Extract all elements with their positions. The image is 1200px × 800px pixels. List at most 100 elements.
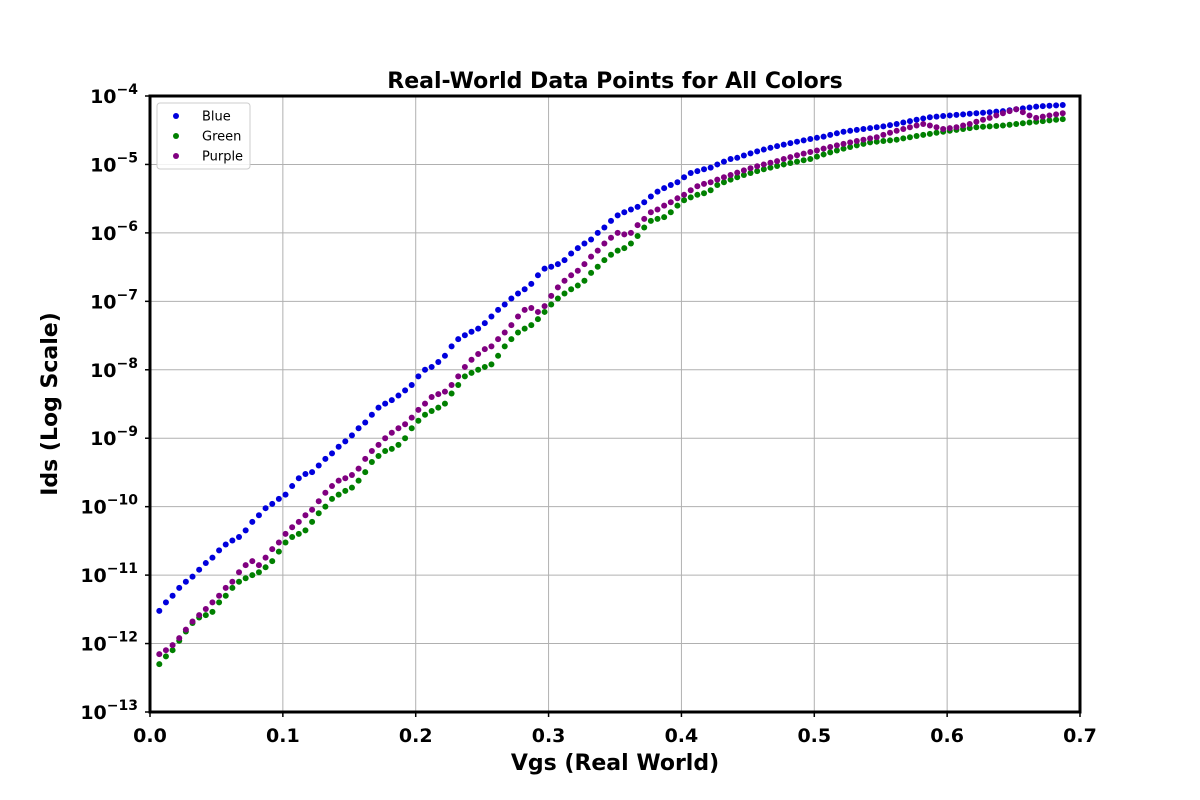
- data-point-purple: [1053, 111, 1060, 118]
- data-point-green: [913, 133, 920, 140]
- legend-label-blue: Blue: [202, 110, 231, 125]
- data-point-green: [262, 564, 269, 571]
- data-point-purple: [196, 612, 203, 619]
- data-point-blue: [574, 245, 581, 252]
- data-point-green: [647, 217, 654, 224]
- data-point-green: [734, 174, 741, 181]
- data-point-purple: [1039, 113, 1046, 120]
- data-point-purple: [714, 176, 721, 183]
- data-point-purple: [335, 477, 342, 484]
- data-point-blue: [342, 438, 349, 445]
- data-point-purple: [621, 231, 628, 238]
- data-point-blue: [461, 332, 468, 339]
- data-point-blue: [813, 134, 820, 141]
- data-point-purple: [534, 308, 541, 315]
- data-point-purple: [548, 292, 555, 299]
- data-point-blue: [402, 387, 409, 394]
- y-tick-label: 10−11: [80, 561, 138, 587]
- x-tick-label: 0.3: [532, 725, 566, 747]
- data-point-blue: [196, 566, 203, 573]
- data-point-green: [900, 135, 907, 142]
- data-point-blue: [960, 111, 967, 118]
- data-point-purple: [309, 506, 316, 513]
- data-point-green: [754, 168, 761, 175]
- data-point-green: [581, 277, 588, 284]
- data-point-blue: [627, 206, 634, 213]
- data-point-blue: [182, 578, 189, 585]
- data-point-green: [1026, 119, 1033, 126]
- data-point-purple: [355, 465, 362, 472]
- data-point-blue: [255, 512, 262, 519]
- data-point-blue: [262, 505, 269, 512]
- data-point-green: [787, 159, 794, 166]
- data-point-blue: [900, 119, 907, 126]
- data-point-blue: [534, 272, 541, 279]
- data-point-purple: [488, 343, 495, 350]
- data-point-blue: [216, 547, 223, 554]
- x-tick-label: 0.0: [133, 725, 167, 747]
- data-point-purple: [647, 209, 654, 216]
- data-point-purple: [833, 142, 840, 149]
- data-point-purple: [461, 363, 468, 370]
- data-point-blue: [548, 263, 555, 270]
- data-point-green: [568, 286, 575, 293]
- data-point-purple: [375, 441, 382, 448]
- y-tick-label: 10−4: [90, 82, 138, 108]
- data-point-purple: [674, 195, 681, 202]
- data-point-green: [528, 322, 535, 329]
- data-point-blue: [634, 203, 641, 210]
- data-point-purple: [342, 475, 349, 482]
- data-point-blue: [388, 397, 395, 404]
- data-point-purple: [568, 272, 575, 279]
- data-point-blue: [734, 154, 741, 161]
- data-point-green: [488, 361, 495, 368]
- data-point-green: [588, 269, 595, 276]
- data-point-green: [800, 157, 807, 164]
- data-point-blue: [681, 174, 688, 181]
- legend-label-green: Green: [202, 130, 241, 145]
- data-point-purple: [574, 267, 581, 274]
- data-point-purple: [435, 391, 442, 398]
- data-point-green: [820, 151, 827, 158]
- data-point-green: [807, 156, 814, 163]
- data-point-blue: [740, 152, 747, 159]
- data-point-green: [840, 145, 847, 152]
- data-point-purple: [847, 139, 854, 146]
- data-point-green: [794, 158, 801, 165]
- data-point-green: [508, 336, 515, 343]
- data-point-purple: [236, 569, 243, 576]
- data-point-blue: [588, 236, 595, 243]
- data-point-blue: [289, 483, 296, 490]
- data-point-blue: [1039, 103, 1046, 110]
- y-tick-label: 10−7: [90, 287, 138, 313]
- data-point-green: [428, 407, 435, 414]
- data-point-green: [375, 452, 382, 459]
- data-point-green: [309, 518, 316, 525]
- data-point-green: [395, 441, 402, 448]
- data-point-green: [269, 558, 276, 565]
- data-point-blue: [687, 170, 694, 176]
- data-point-purple: [654, 206, 661, 213]
- data-point-green: [541, 308, 548, 315]
- data-point-green: [701, 190, 708, 197]
- data-point-purple: [408, 414, 415, 421]
- data-point-purple: [554, 284, 561, 291]
- data-point-purple: [275, 539, 282, 546]
- data-point-green: [1046, 117, 1053, 124]
- data-point-blue: [780, 141, 787, 148]
- data-point-purple: [402, 421, 409, 428]
- data-point-blue: [727, 156, 734, 163]
- data-point-blue: [1046, 102, 1053, 109]
- data-point-green: [860, 140, 867, 147]
- data-point-green: [355, 477, 362, 484]
- data-point-green: [1059, 116, 1066, 123]
- data-point-blue: [229, 537, 236, 544]
- data-point-blue: [674, 179, 681, 186]
- data-point-purple: [1013, 106, 1020, 113]
- data-point-purple: [289, 524, 296, 531]
- data-point-blue: [827, 131, 834, 138]
- data-point-purple: [641, 215, 648, 222]
- data-point-purple: [581, 261, 588, 268]
- data-point-purple: [893, 127, 900, 134]
